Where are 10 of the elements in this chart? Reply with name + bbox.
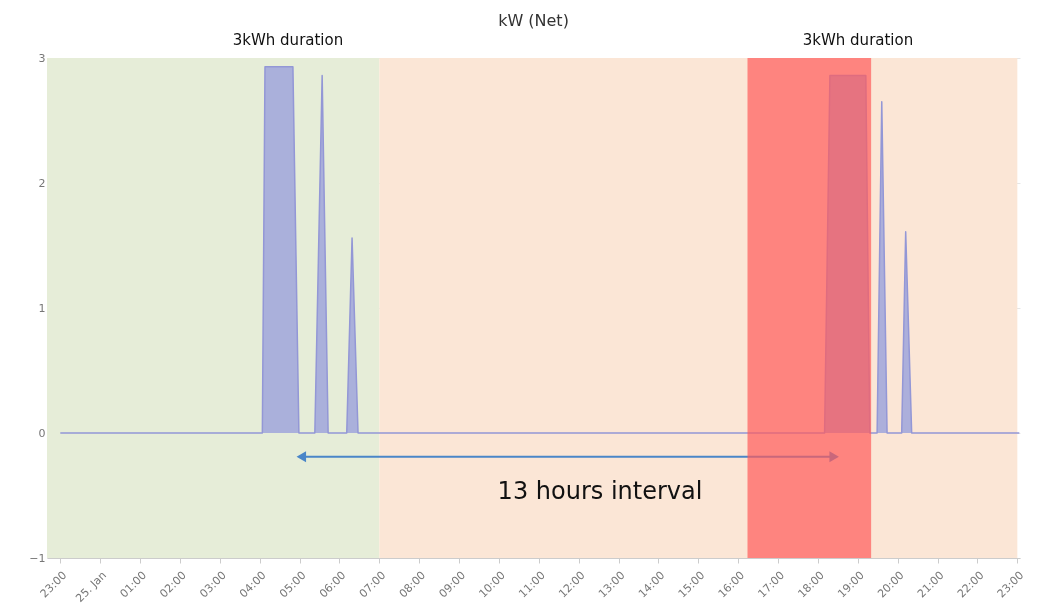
annotation: 13 hours interval (497, 476, 703, 505)
y-tick-label: 2 (38, 176, 46, 190)
y-tick-label: 0 (38, 426, 46, 440)
chart-title: kW (Net) (498, 11, 569, 30)
text: 3kWh duration (232, 31, 344, 49)
y-tick-label: 1 (38, 301, 46, 315)
x-tick-label: 25. Jan (73, 568, 110, 605)
y-tick-label: −1 (29, 551, 46, 565)
y-tick-label: 3 (38, 51, 46, 65)
text: 3kWh duration (802, 31, 914, 49)
